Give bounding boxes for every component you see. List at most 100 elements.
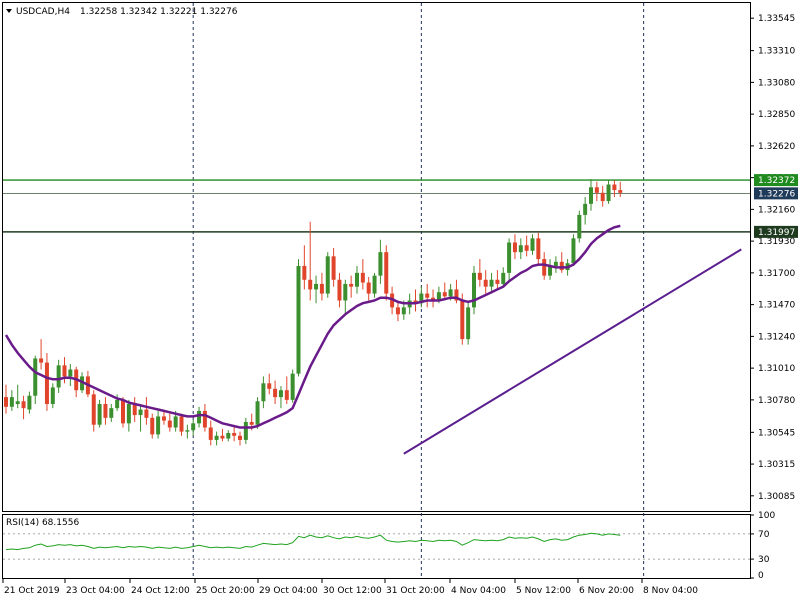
candle-body [15,401,20,405]
candle-body [512,242,517,253]
candle-body [483,279,488,287]
header-ohlc: 1.32258 1.32342 1.32221 1.32276 [80,7,238,17]
rsi-label: RSI(14) 68.1556 [6,518,79,528]
candle-body [156,416,161,435]
price-tick-label: 1.32850 [758,110,795,120]
candle-body [191,423,196,431]
price-tags: 1.32372 1.31997 1.32276 [754,174,798,238]
candle-body [39,358,44,363]
candle-body [606,184,611,202]
candle-body [132,404,137,416]
candle-body [308,279,313,290]
candle-body [249,421,254,425]
candle-body [442,292,447,297]
candle-body [466,307,471,340]
candle-body [594,187,599,193]
dropdown-triangle-icon[interactable] [6,9,12,13]
candle-body [460,300,465,340]
rsi-tick-label: 70 [758,530,770,540]
price-tag-label: 1.32276 [758,189,795,199]
vertical-markers [192,3,645,578]
candlesticks [4,179,623,446]
time-tick-label: 8 Nov 04:00 [643,586,698,596]
rsi-line [5,532,621,551]
candle-body [384,252,389,294]
candle-body [173,416,178,428]
trendline[interactable] [403,248,742,455]
candle-body [431,297,436,301]
time-tick-label: 30 Oct 12:00 [323,586,382,596]
ma-line [4,224,621,429]
price-tick-label: 1.31010 [758,364,795,374]
rsi-panel: 100 70 30 0 [3,511,775,581]
candle-body [489,279,494,287]
time-tick-label: 25 Oct 20:00 [196,586,255,596]
candle-body [553,261,558,266]
candle-body [243,421,248,440]
candle-body [319,283,324,294]
time-tick-label: 29 Oct 04:00 [259,586,318,596]
candle-body [290,373,295,400]
candle-body [21,401,26,409]
candle-body [91,394,96,425]
candle-body [62,365,67,377]
price-tick-label: 1.32160 [758,205,795,215]
candle-body [220,435,225,439]
candle-body [507,242,512,273]
candle-body [144,409,149,418]
candle-body [325,256,330,294]
candle-body [126,404,131,424]
candle-body [436,292,441,301]
candle-body [27,395,32,410]
horizontal-levels[interactable] [3,179,750,233]
candle-body [278,390,283,398]
candle-body [97,404,102,425]
candle-body [548,265,553,276]
candle-body [366,282,371,294]
candle-body [495,279,500,284]
rsi-tick-label: 0 [758,571,764,581]
moving-average [4,224,621,429]
candle-body [331,256,336,280]
candle-body [4,397,8,407]
candle-body [618,190,623,193]
candle-body [208,427,213,440]
candle-body [50,387,55,405]
candle-body [472,272,476,308]
rsi-tick-label: 30 [758,555,770,565]
candle-body [419,293,424,304]
time-tick-label: 5 Nov 12:00 [516,586,571,596]
candle-body [167,420,172,428]
header-symbol: USDCAD,H4 [16,7,70,17]
price-tick-label: 1.31470 [758,301,795,311]
candle-body [395,307,400,315]
candle-body [302,265,307,280]
candle-body [448,289,453,297]
candle-body [477,272,482,280]
candle-body [425,293,430,298]
time-tick-label: 24 Oct 12:00 [131,586,190,596]
candle-body [454,289,459,301]
candle-body [273,388,278,398]
candle-body [536,238,541,260]
candle-body [232,433,237,436]
candle-body [103,404,108,418]
candle-body [518,245,523,253]
candle-body [161,416,166,421]
price-tick-label: 1.31930 [758,237,795,247]
candle-body [372,275,377,294]
price-tag-label: 1.32372 [758,176,795,186]
price-tick-label: 1.32620 [758,142,795,152]
price-tick-label: 1.33080 [758,78,795,88]
price-axis: 1.33545 1.33310 1.33080 1.32850 1.32620 1.323… [750,14,795,502]
candle-body [80,376,85,391]
price-tick-label: 1.31240 [758,332,795,342]
candle-body [612,184,617,191]
candle-body [501,272,506,284]
price-tick-label: 1.30780 [758,396,795,406]
candle-body [583,203,588,215]
candle-body [343,283,348,301]
trendline-line[interactable] [403,248,742,455]
candle-body [589,187,593,204]
